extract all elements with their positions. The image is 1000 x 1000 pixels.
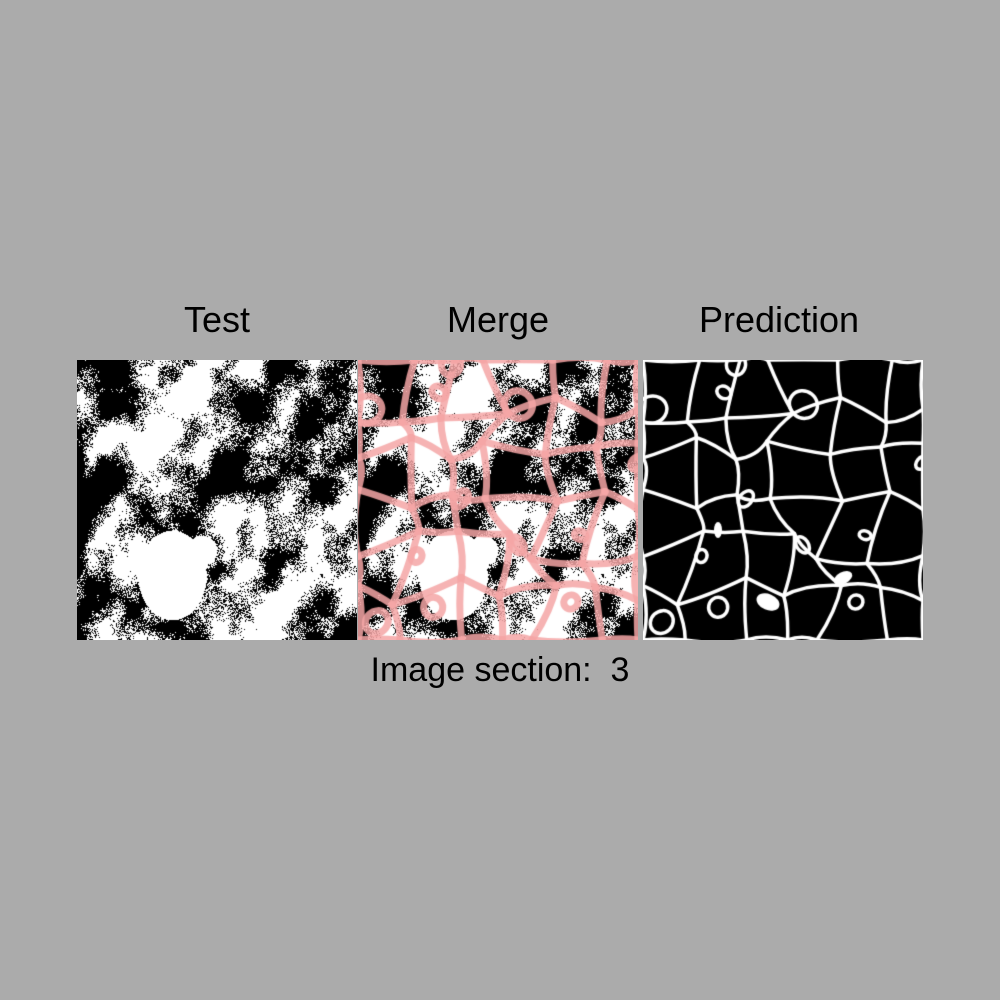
caption-label: Image section: bbox=[370, 651, 592, 689]
test-panel-title: Test bbox=[183, 299, 251, 340]
merge-image-panel bbox=[358, 360, 638, 640]
test-image-panel bbox=[77, 360, 357, 640]
prediction-image-panel bbox=[643, 360, 923, 640]
prediction-image bbox=[643, 360, 923, 640]
merge-panel-title: Merge bbox=[446, 299, 550, 340]
merge-image bbox=[358, 360, 638, 640]
image-section-caption: Image section: 3 bbox=[300, 648, 700, 692]
test-image bbox=[77, 360, 357, 640]
prediction-panel-title: Prediction bbox=[698, 299, 860, 340]
caption-value: 3 bbox=[610, 651, 630, 689]
